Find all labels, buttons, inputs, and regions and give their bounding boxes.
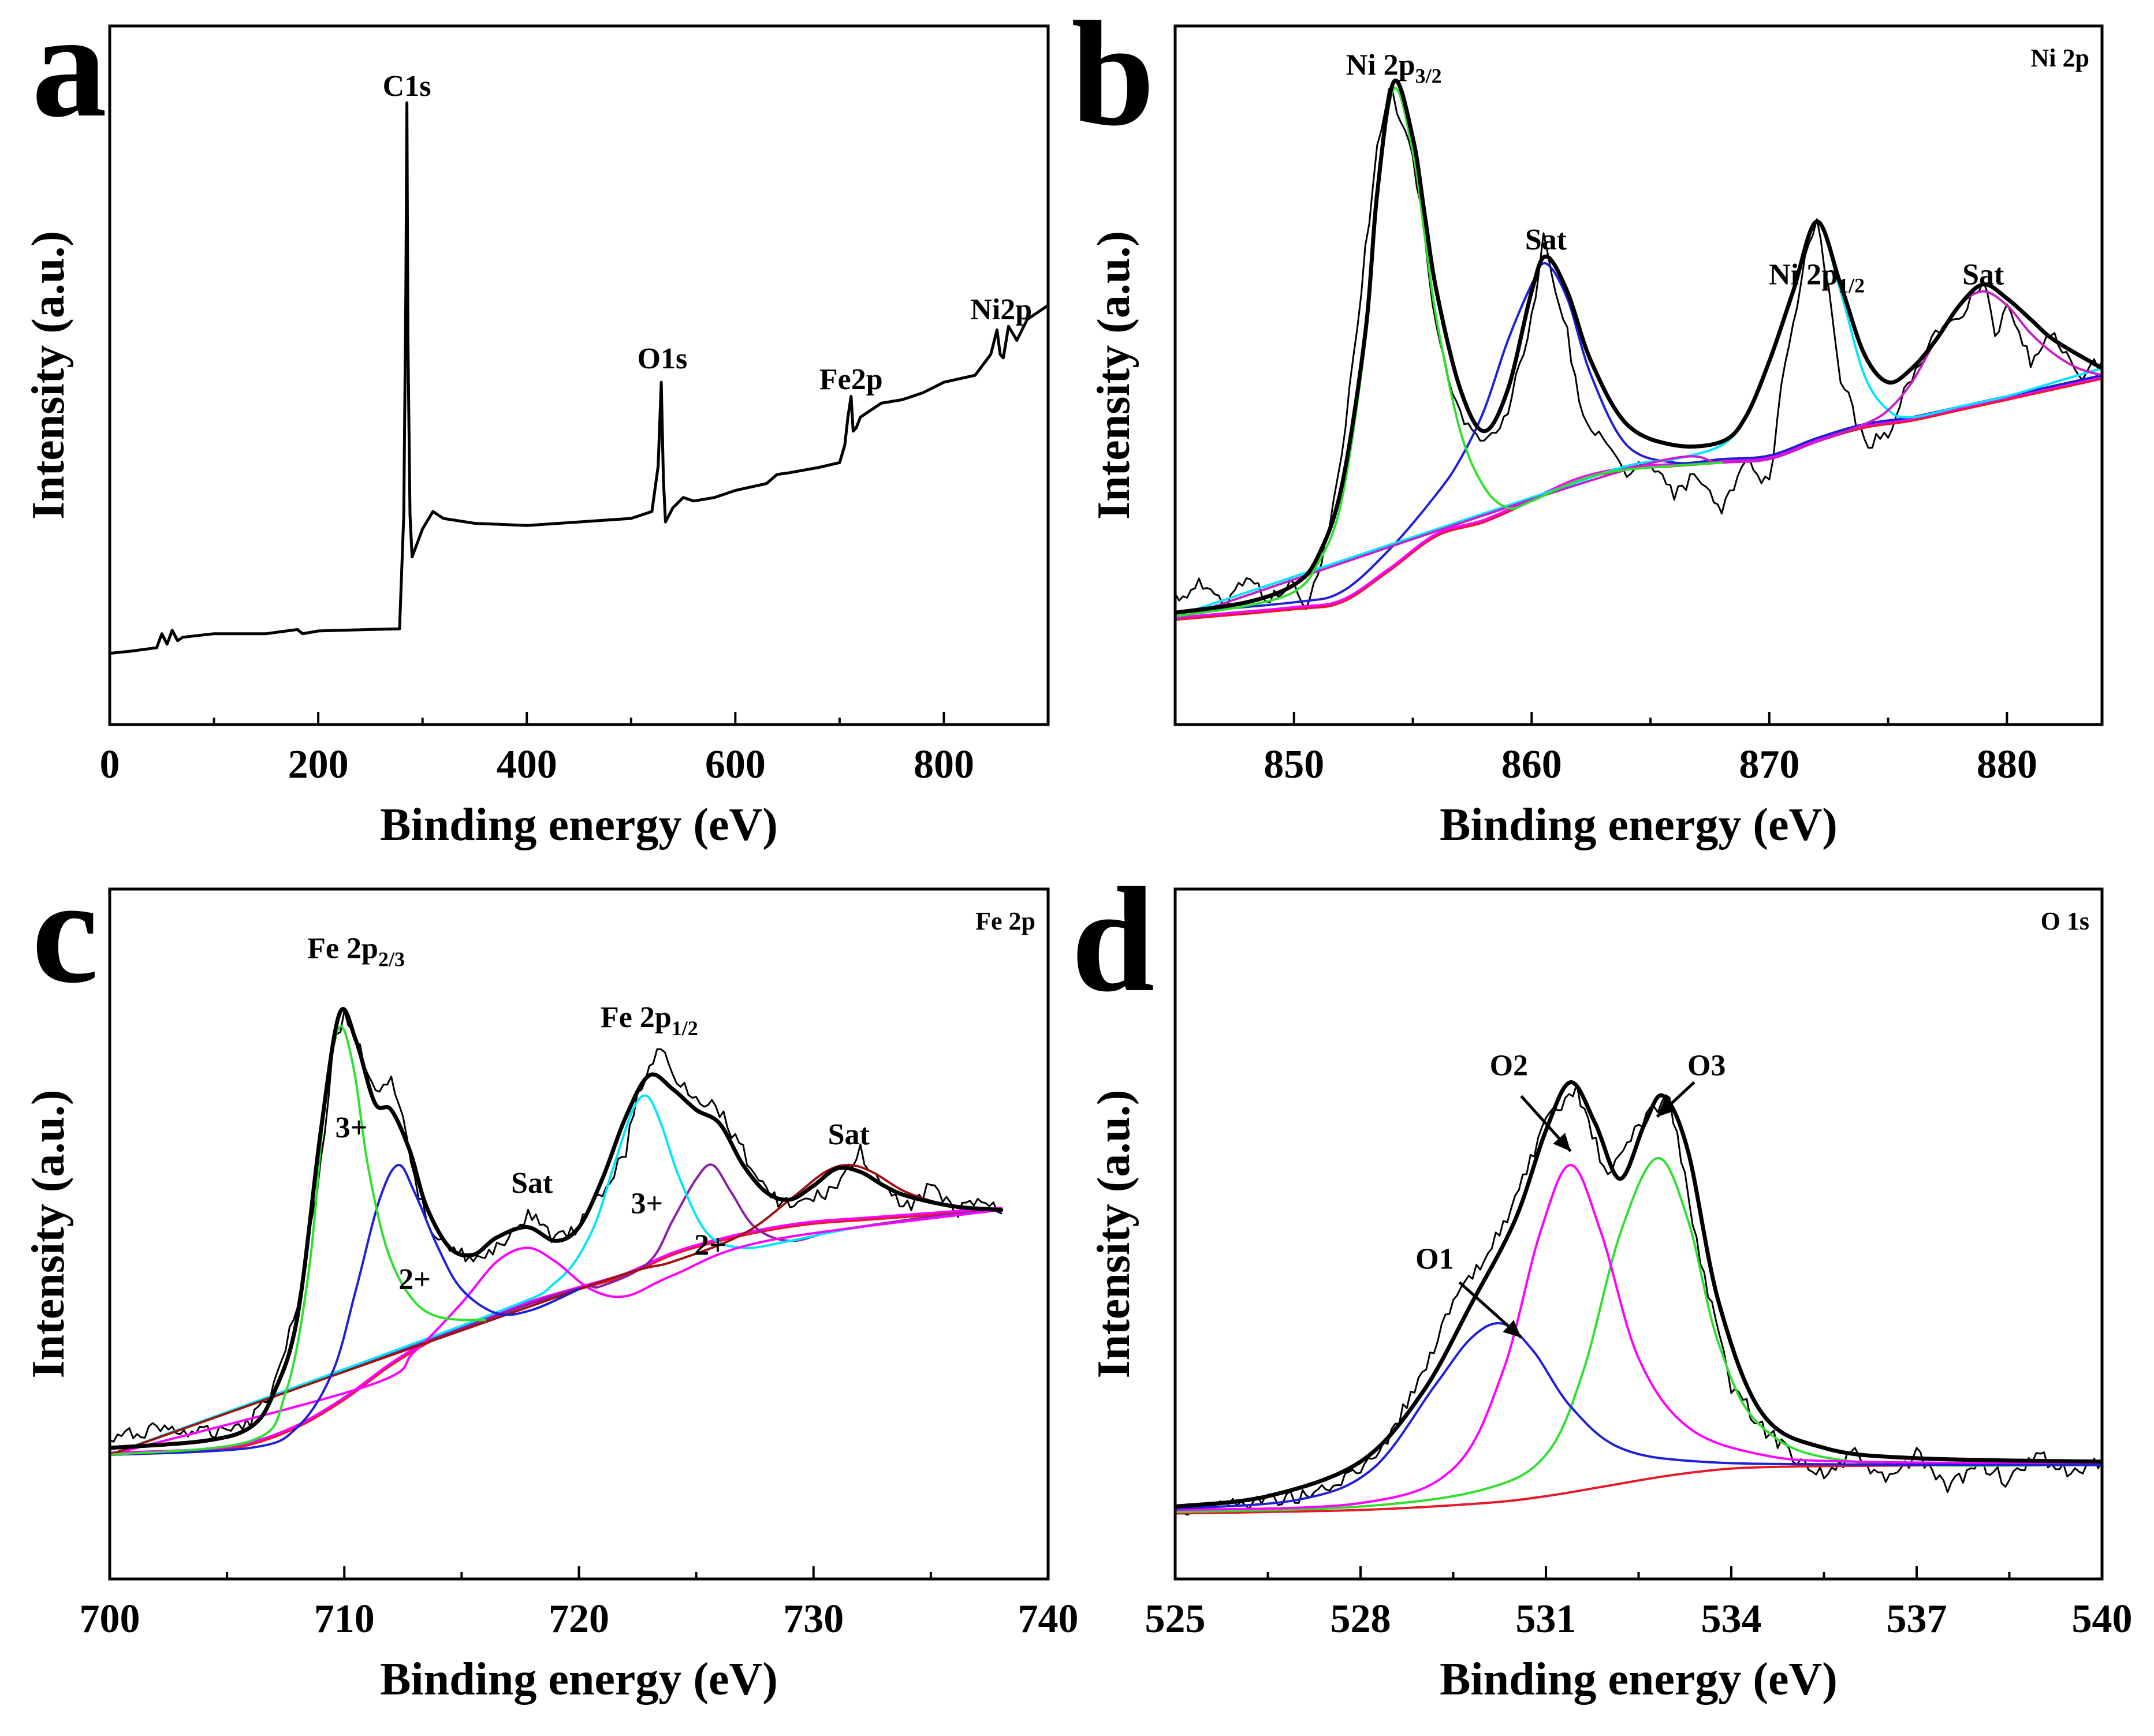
x-tick-label: 534 bbox=[1701, 1597, 1762, 1641]
x-tick-label: 880 bbox=[1977, 742, 2037, 787]
panel-letter: d bbox=[1071, 857, 1155, 1023]
peak-label: O1 bbox=[1415, 1242, 1454, 1275]
series-line-envelope bbox=[1175, 1080, 2102, 1509]
x-axis-title: Binding energy (eV) bbox=[1440, 1654, 1838, 1705]
peak-label: 3+ bbox=[631, 1188, 663, 1220]
x-tick-label: 800 bbox=[914, 742, 974, 787]
series-group bbox=[1175, 1080, 2102, 1516]
peak-label-subscript: 1/2 bbox=[1838, 274, 1865, 297]
series-line-satellite-fit-dark-red- bbox=[110, 1164, 1003, 1456]
peak-label: C1s bbox=[383, 70, 431, 103]
panel-b: 850 860 870 880 Binding energy (eV) Intensity… bbox=[1071, 0, 2104, 850]
peak-label-subscript: 2/3 bbox=[378, 948, 405, 971]
peak-label: 2+ bbox=[398, 1263, 431, 1296]
series-group bbox=[110, 1007, 1004, 1456]
x-tick-label: 400 bbox=[497, 742, 557, 787]
peak-label: Ni 2p3/2 bbox=[1346, 49, 1442, 88]
panel-c: 700 710 720 730 740 Binding energy (eV) Intens… bbox=[23, 848, 1079, 1705]
series-line-survey bbox=[110, 101, 1048, 655]
panel-letter: a bbox=[32, 0, 107, 148]
y-axis-title: Intensity (a.u.) bbox=[1089, 1089, 1139, 1378]
peak-label: Sat bbox=[828, 1118, 870, 1151]
plot-frame bbox=[108, 24, 1050, 726]
x-axis-title: Binding energy (eV) bbox=[380, 800, 778, 850]
corner-label: Fe 2p bbox=[975, 907, 1035, 935]
peak-label: O1s bbox=[638, 342, 688, 375]
peak-label: Sat bbox=[1525, 223, 1567, 256]
series-line-envelope bbox=[1175, 79, 2102, 615]
series-line-fe-2p3-2-fe3-fit bbox=[110, 1025, 486, 1456]
series-line-background-magenta- bbox=[110, 1207, 1003, 1454]
series-group bbox=[1175, 79, 2102, 621]
series-line-raw bbox=[1175, 1083, 2102, 1516]
peak-label-subscript: 3/2 bbox=[1415, 65, 1442, 88]
series-line-o1-fit bbox=[1175, 1321, 2102, 1510]
x-tick-label: 525 bbox=[1145, 1597, 1206, 1641]
series-line-o3-fit bbox=[1175, 1157, 2102, 1514]
peak-label: Ni2p bbox=[970, 293, 1032, 326]
peak-label: Fe 2p1/2 bbox=[601, 1001, 698, 1040]
panel-a: 0 200 400 600 800 Binding energy (eV) Intensit… bbox=[23, 0, 1050, 850]
x-axis-title: Binding energy (eV) bbox=[380, 1654, 778, 1705]
series-line-envelope bbox=[110, 1007, 1004, 1450]
x-tick-label: 720 bbox=[549, 1597, 609, 1641]
annotation-arrow-head bbox=[1657, 1099, 1676, 1117]
panel-letter: c bbox=[32, 848, 98, 1014]
series-group bbox=[110, 101, 1048, 655]
x-tick-label: 700 bbox=[80, 1597, 140, 1641]
x-tick-label: 200 bbox=[288, 742, 349, 787]
series-line-satellite-fit-magenta- bbox=[110, 1208, 1003, 1456]
peak-label: Fe2p bbox=[819, 363, 883, 396]
annotation-arrow-head bbox=[1553, 1133, 1571, 1152]
x-tick-label: 531 bbox=[1516, 1597, 1577, 1641]
peak-label: Ni 2p1/2 bbox=[1769, 259, 1865, 297]
series-line-fe-2p1-2-fe3-fit bbox=[110, 1094, 1003, 1456]
x-tick-label: 850 bbox=[1264, 742, 1324, 787]
corner-label: Ni 2p bbox=[2031, 44, 2089, 72]
panel-letter: b bbox=[1071, 0, 1155, 157]
y-axis-title: Intensity (a.u.) bbox=[23, 1089, 74, 1378]
panel-d: 525 528 531 534 537 540 Binding energy (eV) Int… bbox=[1071, 857, 2133, 1705]
x-tick-label: 540 bbox=[2072, 1597, 2133, 1641]
y-axis-title: Intensity (a.u.) bbox=[1089, 231, 1139, 520]
series-line-raw bbox=[1175, 88, 2102, 611]
series-line-background-magenta- bbox=[1175, 375, 2102, 619]
series-line-fe-2p1-2-fe2-fit bbox=[110, 1163, 1003, 1456]
corner-label: O 1s bbox=[2041, 907, 2089, 935]
peak-label: Sat bbox=[511, 1167, 553, 1200]
annotation-arrow-head bbox=[1503, 1320, 1522, 1338]
series-line-fe-2p3-2-fe2-fit bbox=[110, 1164, 580, 1456]
x-tick-label: 537 bbox=[1887, 1597, 1947, 1641]
x-tick-label: 740 bbox=[1018, 1597, 1079, 1641]
x-tick-label: 710 bbox=[314, 1597, 375, 1641]
peak-label: Sat bbox=[1962, 259, 2004, 292]
x-axis-title: Binding energy (eV) bbox=[1440, 800, 1838, 850]
peak-label: O3 bbox=[1687, 1050, 1726, 1082]
plot-frame bbox=[1173, 887, 2104, 1581]
x-tick-label: 860 bbox=[1501, 742, 1562, 787]
plot-frame bbox=[1173, 24, 2104, 726]
x-tick-label: 600 bbox=[705, 742, 766, 787]
x-tick-label: 870 bbox=[1739, 742, 1799, 787]
peak-label: Fe 2p2/3 bbox=[307, 932, 405, 971]
peak-label: 2+ bbox=[694, 1229, 726, 1261]
series-line-background-red- bbox=[110, 1208, 1003, 1456]
peak-label-subscript: 1/2 bbox=[672, 1017, 698, 1040]
plot-frame bbox=[108, 887, 1050, 1581]
peak-label: 3+ bbox=[336, 1111, 368, 1144]
series-line-o2-fit bbox=[1175, 1164, 2102, 1511]
series-line-ni-2p3-2-fit bbox=[1175, 87, 1723, 618]
x-tick-label: 528 bbox=[1331, 1597, 1391, 1641]
series-line-raw bbox=[110, 1009, 1003, 1443]
peak-label: O2 bbox=[1490, 1050, 1528, 1082]
y-axis-title: Intensity (a.u.) bbox=[23, 231, 74, 520]
x-tick-label: 730 bbox=[783, 1597, 844, 1641]
x-tick-label: 0 bbox=[100, 742, 120, 787]
